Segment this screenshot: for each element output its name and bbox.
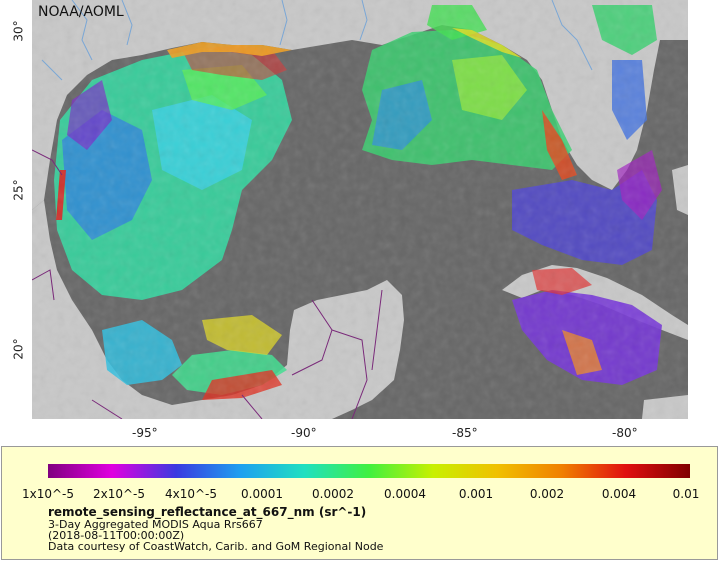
- colorbar-label: 0.002: [529, 487, 565, 501]
- dataset-time: (2018-08-11T00:00:00Z): [48, 529, 185, 542]
- map-panel: [32, 0, 688, 419]
- legend-panel: 1x10^-5 2x10^-5 4x10^-5 0.0001 0.0002 0.…: [1, 446, 718, 560]
- colorbar: [48, 464, 690, 478]
- data-credit: Data courtesy of CoastWatch, Carib. and …: [48, 540, 384, 553]
- colorbar-label: 2x10^-5: [92, 487, 146, 501]
- latitude-label-20: 20°: [11, 338, 26, 360]
- legend-title: remote_sensing_reflectance_at_667_nm (sr…: [48, 505, 367, 519]
- rivers: [41, 0, 593, 81]
- colorbar-label: 1x10^-5: [21, 487, 75, 501]
- colorbar-label: 0.001: [458, 487, 494, 501]
- colorbar-label: 0.004: [601, 487, 637, 501]
- colorbar-label: 0.0001: [241, 487, 283, 501]
- longitude-label-95: -95°: [132, 426, 158, 440]
- colorbar-label: 4x10^-5: [164, 487, 218, 501]
- dataset-name: 3-Day Aggregated MODIS Aqua Rrs667: [48, 518, 263, 531]
- colorbar-label: 0.0002: [312, 487, 354, 501]
- colorbar-label: 0.0004: [384, 487, 426, 501]
- texture-overlay: [32, 0, 688, 419]
- colorbar-label: 0.01: [672, 487, 700, 501]
- latitude-label-30: 30°: [11, 20, 26, 42]
- longitude-label-85: -85°: [452, 426, 478, 440]
- latitude-label-25: 25°: [11, 179, 26, 201]
- credit-label: NOAA/AOML: [38, 4, 124, 20]
- map-canvas: [32, 0, 688, 419]
- longitude-label-90: -90°: [291, 426, 317, 440]
- borders: [32, 149, 383, 419]
- longitude-label-80: -80°: [612, 426, 638, 440]
